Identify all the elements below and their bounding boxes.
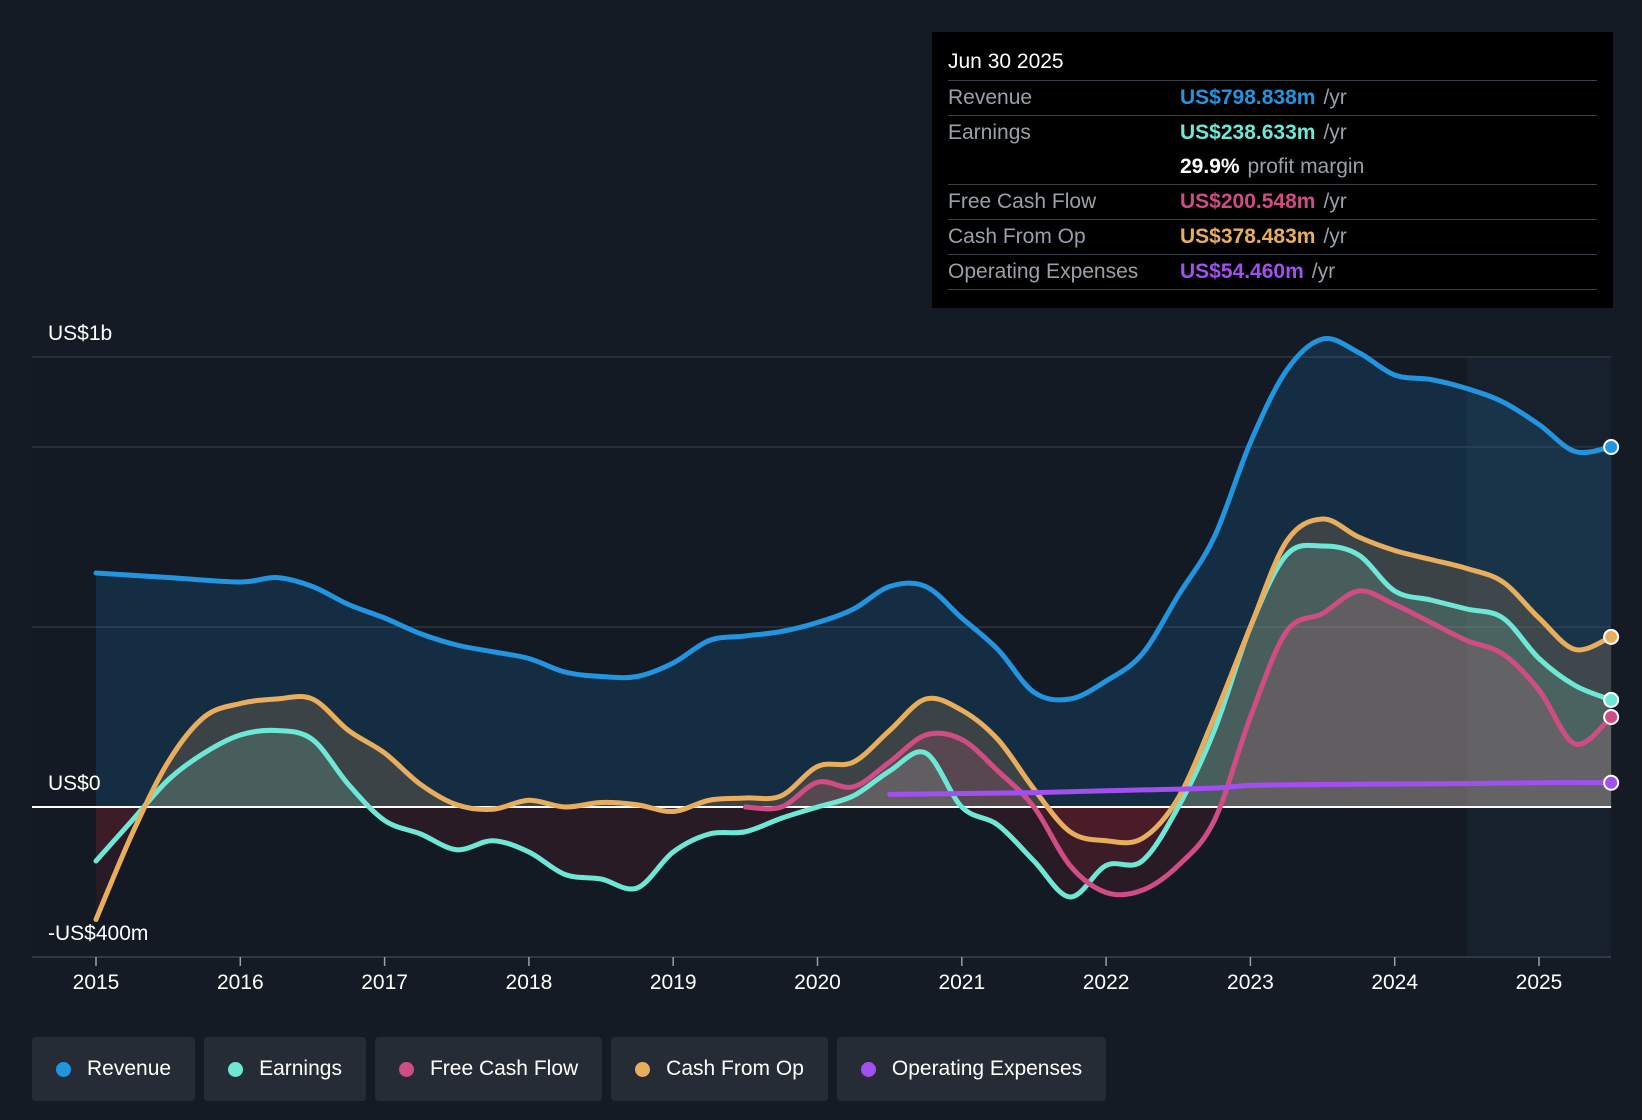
earnings-line bbox=[93, 542, 1614, 900]
cash-from-op-line bbox=[93, 516, 1614, 922]
earnings-area-positive bbox=[96, 545, 1612, 807]
legend: Revenue Earnings Free Cash Flow Cash Fro… bbox=[32, 1037, 1107, 1101]
x-tick-label: 2019 bbox=[650, 971, 697, 994]
tooltip-row-opex: Operating Expenses US$54.460m /yr bbox=[948, 255, 1597, 290]
tooltip-unit: /yr bbox=[1311, 260, 1336, 283]
tooltip-value: US$238.633m bbox=[1180, 121, 1316, 144]
tooltip-row-revenue: Revenue US$798.838m /yr bbox=[948, 81, 1597, 116]
legend-dot-icon bbox=[228, 1061, 244, 1077]
x-tick-label: 2025 bbox=[1516, 971, 1563, 994]
x-tick-label: 2024 bbox=[1371, 971, 1418, 994]
operating-expenses-end-marker bbox=[1603, 774, 1620, 791]
tooltip-unit: /yr bbox=[1323, 225, 1347, 248]
revenue-line bbox=[93, 335, 1614, 703]
x-tick-label: 2018 bbox=[506, 971, 553, 994]
tooltip-label: Operating Expenses bbox=[948, 260, 1139, 283]
x-tick-label: 2016 bbox=[217, 971, 264, 994]
legend-label: Earnings bbox=[259, 1057, 342, 1080]
tooltip-row-earnings: Earnings US$238.633m /yr bbox=[948, 116, 1597, 150]
tooltip-date: Jun 30 2025 bbox=[948, 48, 1597, 81]
tooltip-label: Revenue bbox=[948, 86, 1033, 109]
y-label-bottom: -US$400m bbox=[48, 922, 148, 945]
tooltip: Jun 30 2025 Revenue US$798.838m /yr Earn… bbox=[932, 32, 1613, 308]
earnings-area-negative bbox=[96, 807, 1612, 898]
tooltip-row-cfo: Cash From Op US$378.483m /yr bbox=[948, 220, 1597, 255]
tooltip-value: US$798.838m bbox=[1180, 86, 1316, 109]
free-cash-flow-area-positive bbox=[745, 590, 1612, 807]
x-tick-label: 2017 bbox=[361, 971, 408, 994]
legend-dot-icon bbox=[398, 1061, 414, 1077]
x-tick-label: 2023 bbox=[1227, 971, 1274, 994]
x-tick-label: 2020 bbox=[794, 971, 841, 994]
legend-dot-icon bbox=[635, 1061, 651, 1077]
legend-item-earnings[interactable]: Earnings bbox=[204, 1037, 366, 1101]
series-areas-negative bbox=[96, 807, 1612, 920]
plot-background bbox=[32, 357, 1612, 957]
earnings-end-marker bbox=[1603, 691, 1620, 708]
tooltip-value: US$54.460m bbox=[1180, 260, 1304, 283]
legend-label: Cash From Op bbox=[666, 1057, 804, 1080]
tooltip-value: US$378.483m bbox=[1180, 225, 1316, 248]
x-tick-label: 2021 bbox=[938, 971, 985, 994]
tooltip-row-fcf: Free Cash Flow US$200.548m /yr bbox=[948, 185, 1597, 220]
legend-item-operating-expenses[interactable]: Operating Expenses bbox=[836, 1037, 1107, 1101]
tooltip-row-margin: 29.9% profit margin bbox=[948, 150, 1597, 185]
legend-label: Free Cash Flow bbox=[429, 1057, 579, 1080]
legend-item-revenue[interactable]: Revenue bbox=[32, 1037, 196, 1101]
x-axis: 2015 2016 2017 2018 2019 2020 2021 2022 2023 2024… bbox=[73, 957, 1563, 994]
series-areas-positive bbox=[96, 338, 1612, 807]
free-cash-flow-line bbox=[742, 588, 1614, 898]
legend-label: Operating Expenses bbox=[891, 1057, 1083, 1080]
profit-margin-label: profit margin bbox=[1247, 155, 1365, 178]
tooltip-label: Cash From Op bbox=[948, 225, 1086, 248]
cash-from-op-end-marker bbox=[1603, 628, 1620, 645]
tooltip-unit: /yr bbox=[1323, 121, 1347, 144]
operating-expenses-line bbox=[887, 780, 1614, 797]
y-label-top: US$1b bbox=[48, 322, 112, 345]
legend-item-cash-from-op[interactable]: Cash From Op bbox=[611, 1037, 828, 1101]
revenue-area-positive bbox=[96, 338, 1612, 807]
legend-item-free-cash-flow[interactable]: Free Cash Flow bbox=[374, 1037, 603, 1101]
gridlines bbox=[32, 356, 1612, 958]
cash-from-op-area-positive bbox=[96, 518, 1612, 807]
y-label-zero: US$0 bbox=[48, 772, 101, 795]
x-tick-label: 2015 bbox=[73, 971, 120, 994]
series-end-markers bbox=[1603, 439, 1620, 791]
tooltip-label: Free Cash Flow bbox=[948, 190, 1097, 213]
legend-label: Revenue bbox=[87, 1057, 172, 1080]
profit-margin-value: 29.9% bbox=[1180, 155, 1240, 178]
tooltip-label: Earnings bbox=[948, 121, 1031, 144]
revenue-end-marker bbox=[1603, 439, 1620, 455]
tooltip-unit: /yr bbox=[1323, 190, 1347, 213]
tooltip-unit: /yr bbox=[1323, 86, 1347, 109]
free-cash-flow-end-marker bbox=[1603, 709, 1620, 725]
legend-dot-icon bbox=[860, 1061, 876, 1077]
legend-dot-icon bbox=[56, 1061, 71, 1077]
tooltip-value: US$200.548m bbox=[1180, 190, 1316, 213]
x-tick-label: 2022 bbox=[1083, 971, 1130, 994]
series-lines bbox=[93, 335, 1614, 922]
free-cash-flow-area-negative bbox=[745, 807, 1612, 895]
